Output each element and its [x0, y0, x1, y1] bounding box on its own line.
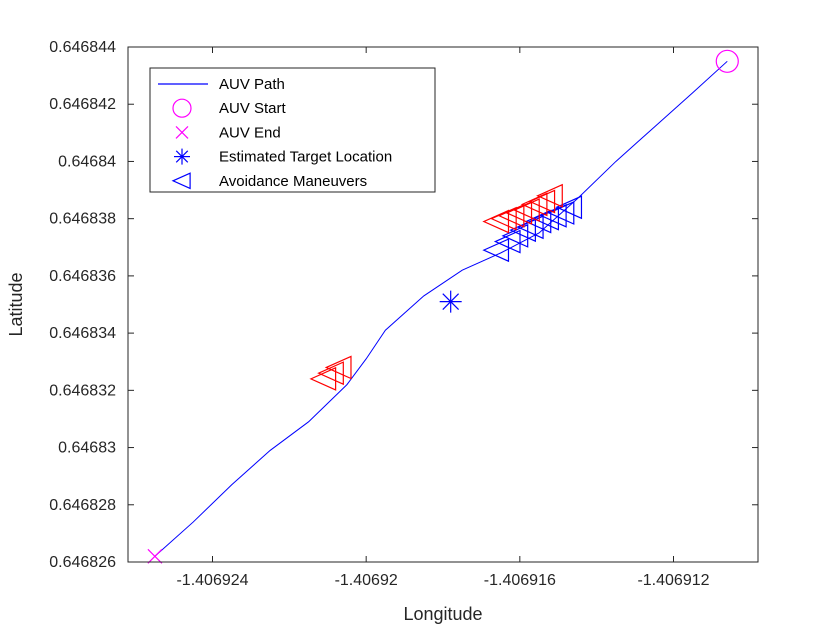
avoidance-maneuver-marker	[309, 366, 337, 391]
axes-box	[127, 46, 759, 563]
x-tick-label: -1.406912	[637, 572, 709, 589]
x-tick-label: -1.406924	[176, 572, 248, 589]
y-tick-label: 0.646834	[49, 325, 116, 342]
avoidance-maneuver-marker	[317, 361, 344, 386]
legend-label: Avoidance Maneuvers	[219, 173, 367, 190]
avoidance-maneuver-marker	[324, 355, 352, 380]
legend: AUV Path AUV Start AUV End Estimated Target…	[149, 67, 436, 193]
auv-start-marker	[715, 49, 739, 73]
legend-symbol-avoidance-maneuvers	[171, 172, 191, 190]
avoidance-maneuver-marker	[555, 195, 583, 220]
y-tick-label: 0.646838	[49, 211, 116, 228]
avoidance-maneuver-marker	[516, 215, 544, 240]
legend-label: Estimated Target Location	[219, 149, 392, 166]
avoidance-maneuver-marker	[482, 238, 510, 263]
legend-label: AUV Path	[219, 76, 285, 93]
y-tick-label: 0.64684	[58, 153, 116, 170]
y-axis-label: Latitude	[6, 272, 26, 336]
x-tick-label: -1.40692	[335, 572, 398, 589]
avoidance-maneuver-marker	[536, 183, 563, 208]
avoidance-maneuver-marker	[493, 229, 521, 254]
y-tick-label: 0.646826	[49, 554, 116, 571]
y-tick-label: 0.646832	[49, 382, 116, 399]
legend-label: AUV Start	[219, 100, 287, 117]
y-tick-label: 0.646828	[49, 497, 116, 514]
target-location-marker	[439, 290, 462, 313]
auv-end-marker	[147, 548, 163, 564]
y-tick-label: 0.646844	[49, 39, 116, 56]
y-tick-label: 0.64683	[58, 440, 116, 457]
y-tick-label: 0.646836	[49, 268, 116, 285]
plot-area	[147, 49, 739, 564]
avoidance-maneuver-marker	[513, 198, 540, 223]
legend-box	[149, 67, 436, 193]
x-tick-label: -1.406916	[484, 572, 556, 589]
axis-ticks: -1.406924 -1.40692 -1.406916 -1.406912 0.646…	[49, 39, 758, 589]
legend-symbol-estimated-target-location	[174, 148, 190, 165]
y-tick-label: 0.646842	[49, 96, 116, 113]
avoidance-maneuver-marker	[547, 200, 575, 225]
legend-label: AUV End	[219, 124, 281, 141]
x-axis-label: Longitude	[403, 604, 482, 624]
legend-symbol-auv-end	[175, 125, 189, 139]
avoidance-maneuver-marker	[501, 223, 529, 248]
avoidance-maneuver-marker	[528, 189, 556, 214]
auv-path-line	[154, 60, 728, 557]
legend-symbol-auv-start	[172, 98, 192, 118]
